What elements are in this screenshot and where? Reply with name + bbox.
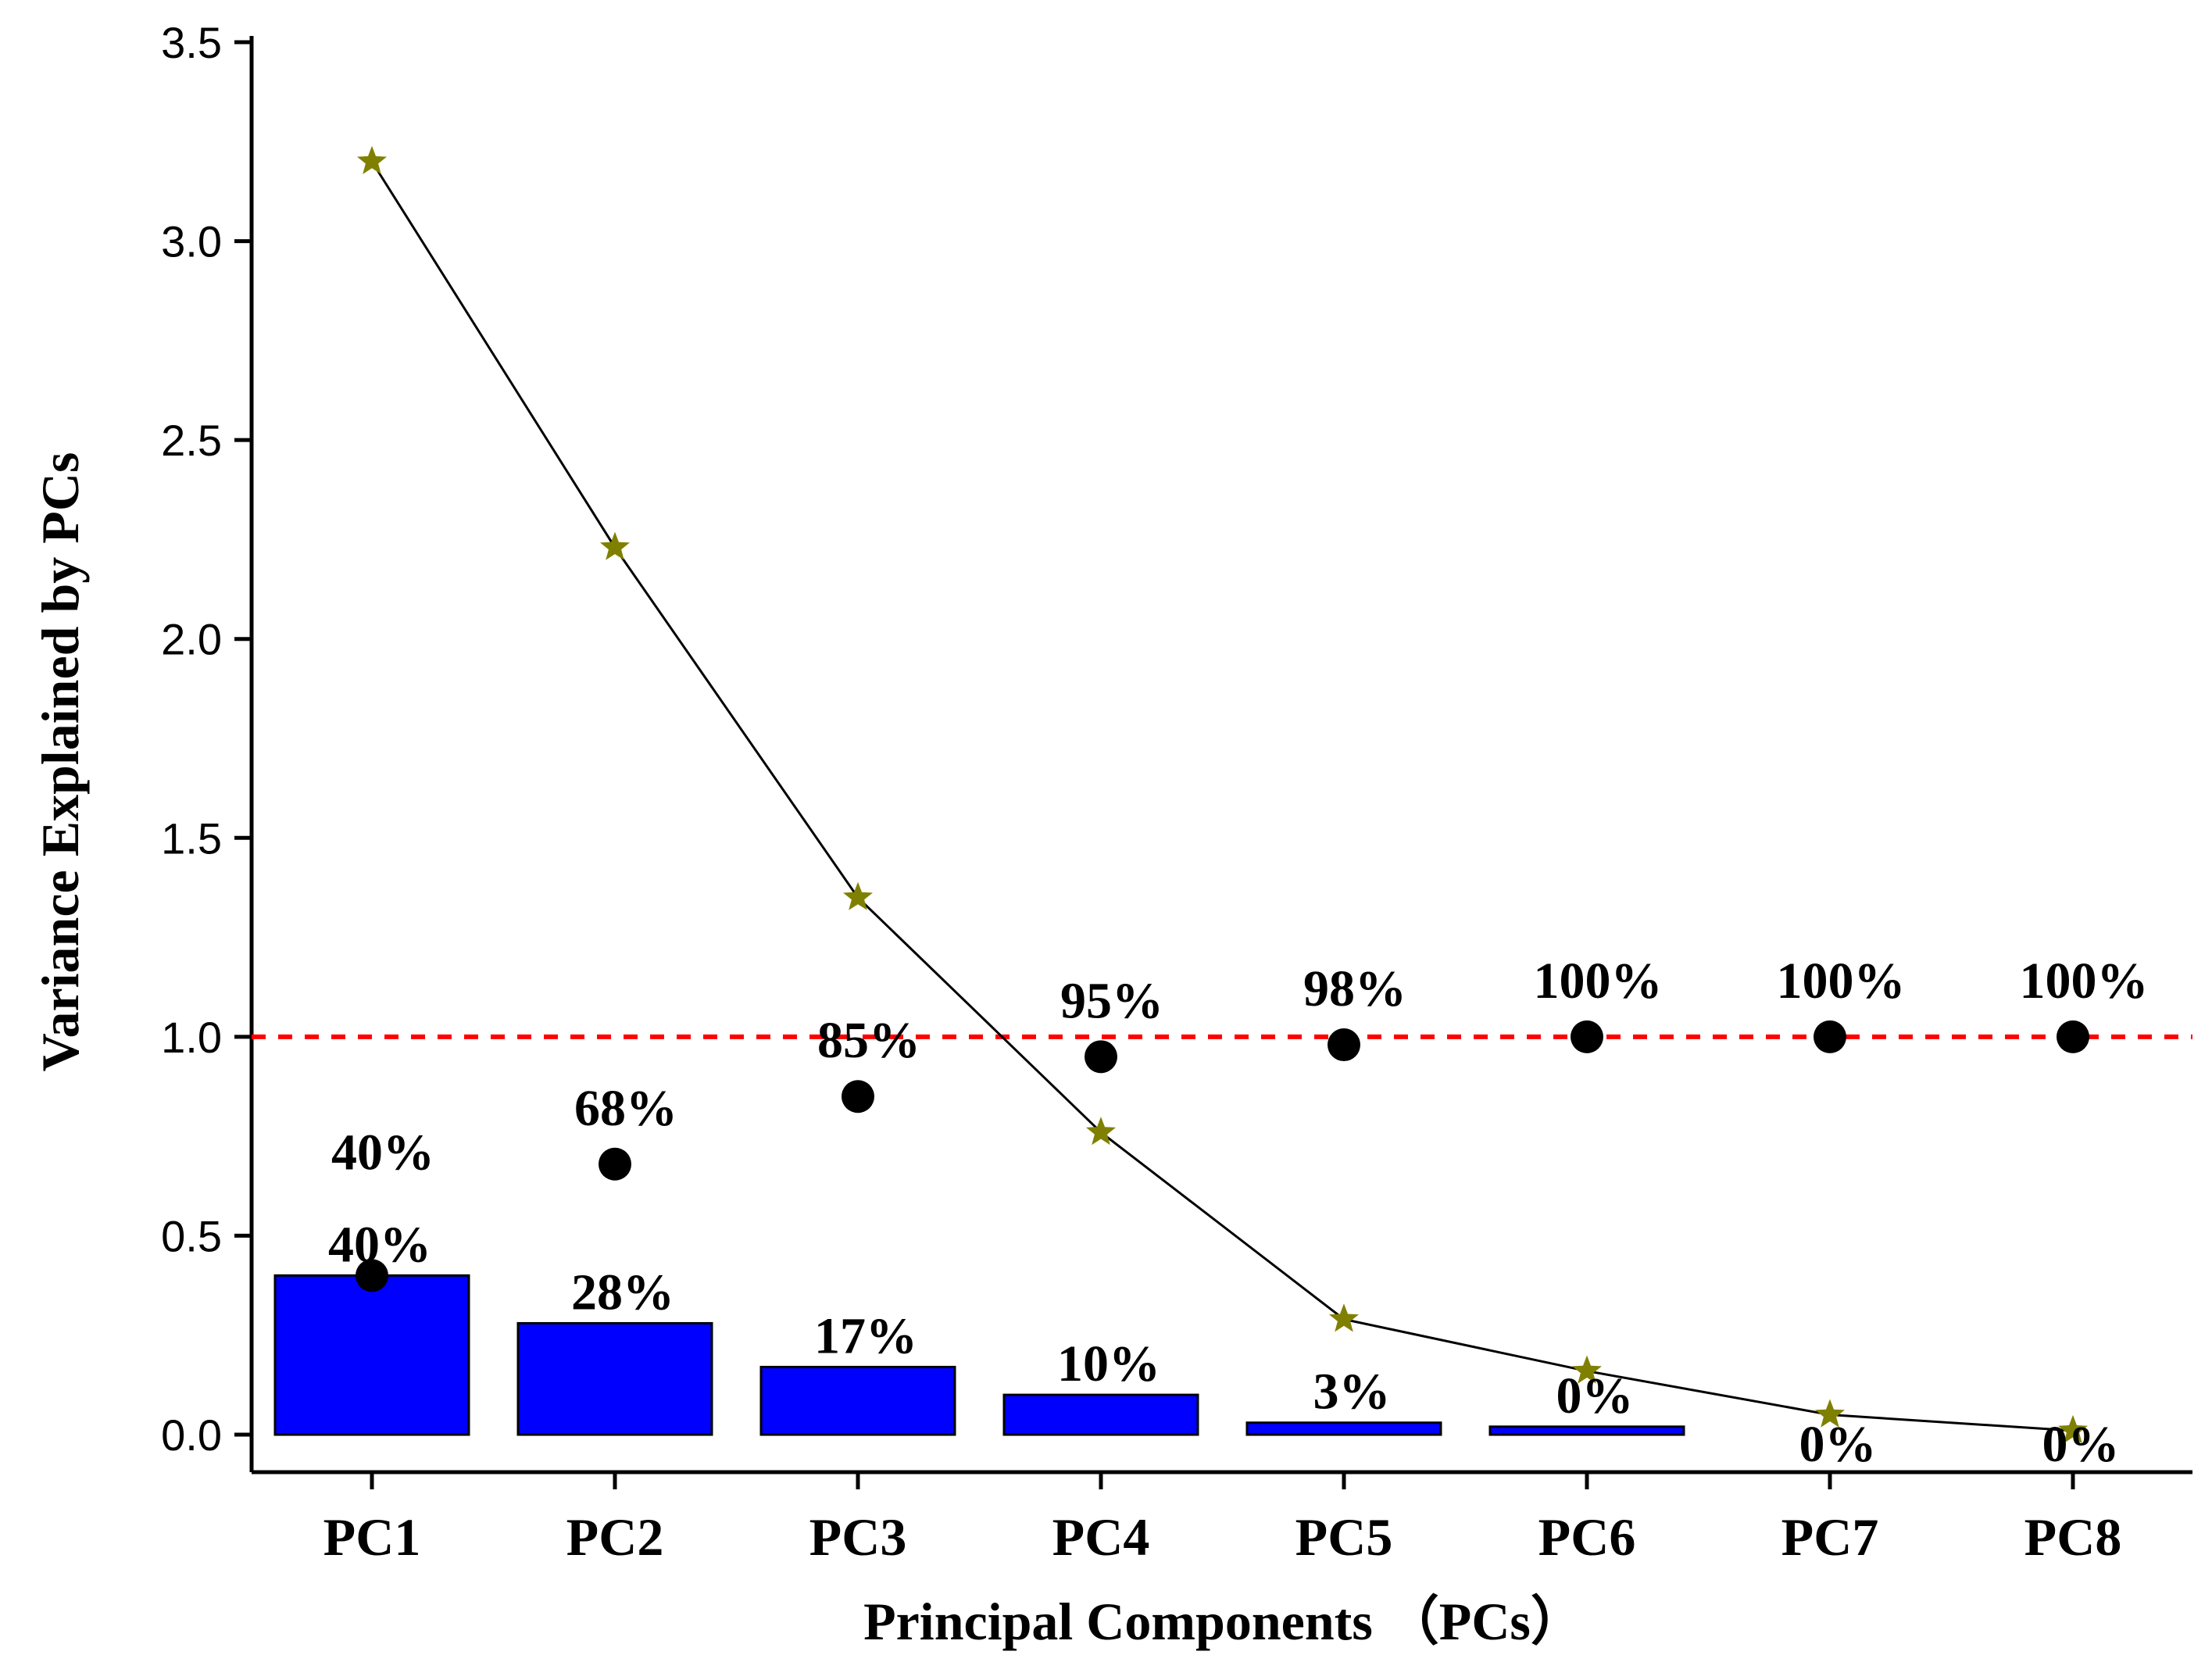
axes: 0.0 0.5 1.0 1.5 2.0 2.5 3.0 3.5 PC1 PC2 PC3 PC4 PC5 P… (161, 18, 2192, 1567)
eigenvalue-series (357, 145, 2088, 1444)
y-tick-label: 1.0 (161, 1013, 222, 1062)
x-tick-label: PC7 (1781, 1507, 1879, 1567)
star-marker (1815, 1399, 1845, 1428)
bar (759, 1365, 956, 1436)
cumulative-value-label: 85% (817, 1012, 920, 1069)
star-marker (1572, 1355, 1602, 1384)
bar-value-label: 28% (571, 1264, 674, 1321)
cumulative-point (599, 1147, 631, 1181)
cumulative-point (1085, 1040, 1117, 1074)
x-tick-label: PC3 (809, 1507, 907, 1567)
cumulative-value-label: 40% (331, 1124, 434, 1181)
y-tick-label: 1.5 (161, 813, 222, 863)
star-marker (843, 881, 873, 910)
bar (516, 1321, 713, 1436)
y-tick-label: 0.0 (161, 1410, 222, 1460)
cumulative-value-label: 98% (1303, 960, 1406, 1017)
bar-value-label: 17% (814, 1307, 917, 1364)
bar-value-label: 10% (1057, 1335, 1160, 1392)
bar (273, 1274, 470, 1436)
x-tick-label: PC8 (2024, 1507, 2122, 1567)
bar (1002, 1393, 1199, 1436)
bar (1245, 1421, 1442, 1436)
bar-value-label: 0% (2042, 1416, 2120, 1473)
star-marker (1329, 1303, 1359, 1332)
y-tick-label: 3.5 (161, 18, 222, 67)
x-tick-label: PC5 (1295, 1507, 1393, 1567)
bar-series (273, 1274, 1685, 1436)
star-marker (1086, 1117, 1116, 1146)
star-marker (357, 145, 387, 174)
bar-value-label: 0% (1556, 1367, 1634, 1424)
cumulative-point (2057, 1020, 2089, 1053)
bar-value-label: 3% (1313, 1364, 1391, 1421)
cumulative-point (1328, 1028, 1360, 1062)
bar-value-label: 40% (328, 1216, 431, 1273)
cumulative-value-label: 100% (1534, 953, 1663, 1010)
y-tick-label: 3.0 (161, 217, 222, 266)
bar (1488, 1425, 1685, 1436)
x-tick-label: PC6 (1538, 1507, 1636, 1567)
cumulative-point (356, 1259, 388, 1292)
data-labels: 40% 28% 17% 10% 3% 0% 0% 0% 40% 68% 85% 95% 98% 100% 1… (328, 953, 2149, 1473)
x-tick-label: PC4 (1052, 1507, 1150, 1567)
y-tick-label: 0.5 (161, 1211, 222, 1260)
x-axis-title: Principal Components （PCs） (863, 1592, 1584, 1651)
bar-value-label: 0% (1799, 1416, 1877, 1473)
cumulative-value-label: 100% (2020, 953, 2149, 1010)
y-tick-label: 2.5 (161, 416, 222, 465)
eigenvalue-line (370, 160, 2074, 1432)
star-marker (2058, 1414, 2088, 1444)
cumulative-point (1571, 1020, 1603, 1053)
star-marker (600, 531, 630, 560)
cumulative-series (356, 1020, 2089, 1292)
cumulative-point (842, 1080, 874, 1113)
x-tick-label: PC1 (323, 1507, 421, 1567)
y-tick-label: 2.0 (161, 615, 222, 664)
cumulative-value-label: 68% (574, 1080, 677, 1137)
cumulative-value-label: 95% (1060, 972, 1163, 1029)
cumulative-point (1814, 1020, 1846, 1053)
y-axis-title: Variance Explained by PCs (30, 452, 90, 1072)
x-tick-label: PC2 (566, 1507, 664, 1567)
cumulative-value-label: 100% (1777, 953, 1906, 1010)
